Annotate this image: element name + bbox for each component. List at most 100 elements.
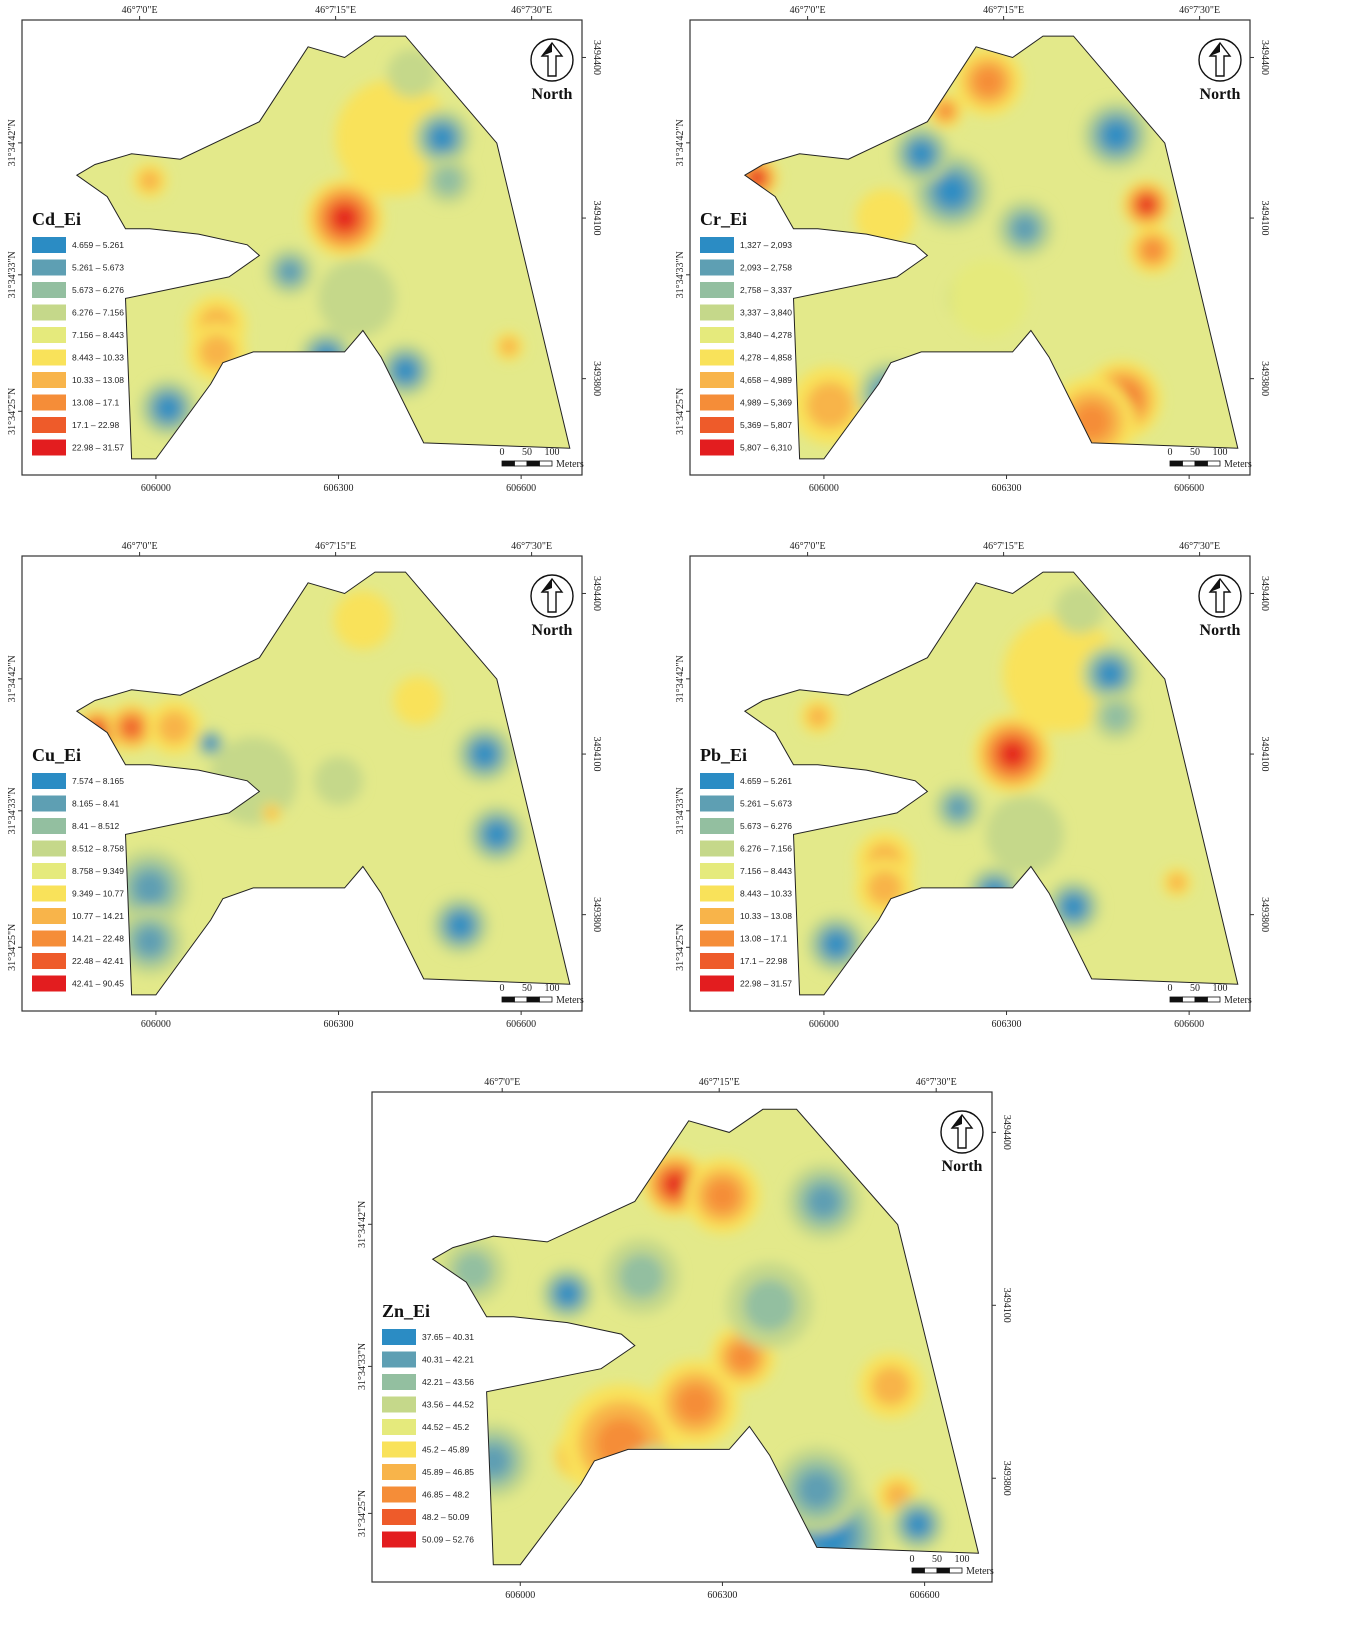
- surface-blob: [728, 1343, 757, 1372]
- lon-tick-label: 46°7'30"E: [511, 541, 552, 552]
- legend-swatch: [700, 795, 734, 812]
- easting-tick-label: 606000: [141, 483, 171, 494]
- surface-blob: [334, 79, 452, 197]
- northing-tick-label: 3494100: [1259, 201, 1270, 236]
- surface-blob: [433, 165, 463, 196]
- easting-tick-label: 606600: [1174, 1019, 1204, 1030]
- legend-swatch: [32, 795, 66, 812]
- north-arrow-icon: [530, 38, 574, 82]
- legend-swatch: [32, 773, 66, 789]
- legend-class-label: 5.261 – 5.673: [72, 263, 124, 273]
- surface-blob: [205, 738, 216, 749]
- lat-tick-label: 31°34'42"N: [675, 655, 686, 702]
- northing-tick-label: 3493800: [1259, 897, 1270, 932]
- legend-swatch: [32, 327, 66, 343]
- legend-class-label: 3,840 – 4,278: [740, 330, 792, 340]
- lon-tick-label: 46°7'15"E: [983, 541, 1024, 552]
- surface-blob: [1055, 585, 1104, 634]
- legend-title: Zn_Ei: [382, 1301, 430, 1321]
- legend-swatch: [32, 885, 66, 902]
- map-panel-cu: 46°7'0"E 46°7'15"E 46°7'30"E 606000 606300 60…: [7, 536, 602, 1036]
- legend-class-label: 17.1 – 22.98: [740, 956, 788, 966]
- northing-tick-label: 3494400: [1001, 1115, 1012, 1150]
- legend-swatch: [700, 773, 734, 789]
- legend-class-label: 10.33 – 13.08: [72, 375, 124, 385]
- surface-blob: [1064, 897, 1083, 916]
- legend-class-label: 6.276 – 7.156: [740, 844, 792, 854]
- easting-tick-label: 606300: [707, 1590, 737, 1601]
- legend-swatch: [700, 840, 734, 857]
- surface-blob: [807, 706, 829, 728]
- surface-blob: [666, 1175, 685, 1194]
- surface-blob: [135, 926, 165, 957]
- legend-class-label: 14.21 – 22.48: [72, 934, 124, 944]
- northing-tick-label: 3494400: [591, 40, 602, 75]
- surface-blob: [973, 66, 1003, 97]
- legend-swatch: [700, 930, 734, 947]
- map-panel-cd: 46°7'0"E 46°7'15"E 46°7'30"E 606000 606300 60…: [7, 0, 602, 500]
- legend-class-label: 48.2 – 50.09: [422, 1512, 470, 1522]
- legend-class-label: 43.56 – 44.52: [422, 1400, 474, 1410]
- surface-blob: [806, 382, 854, 429]
- scale-tick-label: 0: [910, 1554, 915, 1565]
- lon-tick-label: 46°7'30"E: [1179, 541, 1220, 552]
- surface-layer: [744, 36, 1238, 459]
- surface-layer: [76, 36, 570, 459]
- surface-blob: [314, 756, 363, 806]
- surface-blob: [333, 591, 393, 650]
- easting-tick-label: 606000: [809, 1019, 839, 1030]
- scale-tick-label: 100: [1213, 983, 1228, 994]
- surface-blob: [807, 1185, 840, 1218]
- legend-swatch: [32, 237, 66, 253]
- surface-blob: [751, 172, 763, 184]
- lon-tick-label: 46°7'0"E: [790, 5, 826, 16]
- legend-title: Cr_Ei: [700, 209, 747, 229]
- legend-title: Pb_Ei: [700, 745, 747, 765]
- legend-class-label: 5,369 – 5,807: [740, 420, 792, 430]
- northing-tick-label: 3494100: [591, 737, 602, 772]
- lat-tick-label: 31°34'42"N: [357, 1201, 368, 1248]
- easting-tick-label: 606600: [1174, 483, 1204, 494]
- legend-swatch: [700, 953, 734, 969]
- legend-class-label: 42.21 – 43.56: [422, 1377, 474, 1387]
- easting-tick-label: 606300: [324, 1019, 354, 1030]
- surface-blob: [139, 170, 161, 192]
- legend-swatch: [700, 304, 734, 321]
- legend-class-label: 7.156 – 8.443: [740, 866, 792, 876]
- lat-tick-label: 31°34'33"N: [675, 787, 686, 834]
- legend-swatch: [700, 372, 734, 388]
- legend-class-label: 4.659 – 5.261: [72, 240, 124, 250]
- surface-blob: [1002, 743, 1024, 765]
- lat-tick-label: 31°34'33"N: [7, 787, 18, 834]
- legend-class-label: 4,658 – 4,989: [740, 375, 792, 385]
- surface-blob: [1100, 664, 1120, 684]
- legend-swatch: [32, 304, 66, 321]
- legend-swatch: [700, 259, 734, 276]
- north-arrow-icon: [1198, 574, 1242, 618]
- surface-blob: [908, 1515, 927, 1534]
- legend-class-label: 1,327 – 2,093: [740, 240, 792, 250]
- surface-blob: [1002, 615, 1120, 733]
- easting-tick-label: 606600: [506, 483, 536, 494]
- legend-class-label: 45.89 – 46.85: [422, 1467, 474, 1477]
- legend-swatch: [32, 417, 66, 433]
- legend-swatch: [700, 237, 734, 253]
- legend-swatch: [32, 975, 66, 992]
- scale-tick-label: 100: [545, 983, 560, 994]
- legend-swatch: [382, 1396, 416, 1413]
- legend-swatch: [32, 908, 66, 924]
- surface-blob: [558, 1284, 577, 1303]
- legend-swatch: [32, 930, 66, 947]
- legend-class-label: 6.276 – 7.156: [72, 308, 124, 318]
- lon-tick-label: 46°7'15"E: [315, 541, 356, 552]
- northing-tick-label: 3493800: [591, 897, 602, 932]
- scale-unit-label: Meters: [556, 459, 584, 470]
- lat-tick-label: 31°34'25"N: [7, 388, 18, 435]
- surface-blob: [133, 871, 167, 905]
- scale-tick-label: 50: [932, 1554, 942, 1565]
- surface-blob: [1012, 216, 1038, 242]
- surface-blob: [855, 188, 914, 248]
- scale-tick-label: 50: [1190, 447, 1200, 458]
- north-label: North: [532, 86, 573, 103]
- surface-blob: [949, 259, 1028, 338]
